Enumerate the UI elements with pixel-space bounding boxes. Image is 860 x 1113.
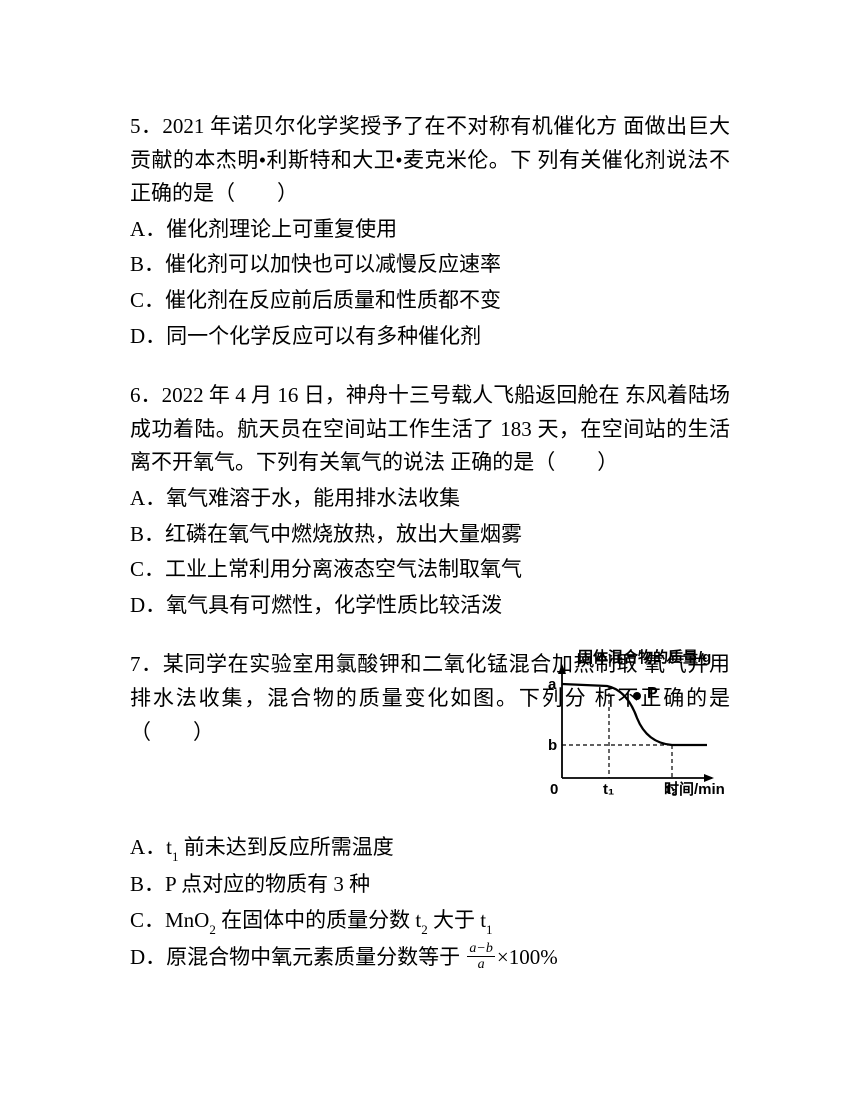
q7-c-sub1: 2 bbox=[209, 922, 216, 937]
q5-option-d: D．同一个化学反应可以有多种催化剂 bbox=[130, 320, 730, 354]
q7-d-num: a−b bbox=[467, 941, 494, 957]
chart-svg: ab0t₁t₂P时间/min bbox=[532, 648, 737, 808]
q5-stem: 5．2021 年诺贝尔化学奖授予了在不对称有机催化方 面做出巨大贡献的本杰明•利… bbox=[130, 110, 730, 211]
q5-option-b: B．催化剂可以加快也可以减慢反应速率 bbox=[130, 248, 730, 282]
question-7: 7．某同学在实验室用氯酸钾和二氧化锰混合加热制取 氧气并用排水法收集，混合物的质… bbox=[130, 648, 730, 974]
q7-a-sub: 1 bbox=[172, 849, 179, 864]
q6-line1: 6．2022 年 4 月 16 日，神舟十三号载人飞船返回舱在 bbox=[130, 383, 620, 407]
q5-option-c: C．催化剂在反应前后质量和性质都不变 bbox=[130, 284, 730, 318]
q7-c-pre: C．MnO bbox=[130, 908, 209, 932]
q7-option-b: B．P 点对应的物质有 3 种 bbox=[130, 868, 730, 902]
q7-d-post: ×100% bbox=[497, 945, 558, 969]
q7-d-fraction: a−b a bbox=[467, 941, 494, 973]
q6-stem: 6．2022 年 4 月 16 日，神舟十三号载人飞船返回舱在 东风着陆场成功着… bbox=[130, 379, 730, 480]
q6-option-a: A．氧气难溶于水，能用排水法收集 bbox=[130, 482, 730, 516]
q7-option-d: D．原混合物中氧元素质量分数等于 a−b a ×100% bbox=[130, 941, 730, 975]
q7-option-a: A．t1 前未达到反应所需温度 bbox=[130, 831, 730, 866]
q5-line1: 5．2021 年诺贝尔化学奖授予了在不对称有机催化方 bbox=[130, 114, 618, 138]
question-6: 6．2022 年 4 月 16 日，神舟十三号载人飞船返回舱在 东风着陆场成功着… bbox=[130, 379, 730, 622]
svg-text:时间/min: 时间/min bbox=[664, 780, 725, 798]
q6-line4: 正确的是（ ） bbox=[450, 450, 618, 474]
q7-c-mid1: 在固体中的质量分数 t bbox=[216, 908, 421, 932]
svg-text:P: P bbox=[647, 685, 658, 702]
q7-d-pre: D．原混合物中氧元素质量分数等于 bbox=[130, 945, 460, 969]
q7-c-sub2: 2 bbox=[421, 922, 428, 937]
q6-options: A．氧气难溶于水，能用排水法收集 B．红磷在氧气中燃烧放热，放出大量烟雾 C．工… bbox=[130, 482, 730, 622]
chart-y-axis-label: 固体混合物的质量/g bbox=[578, 646, 711, 670]
q7-a-pre: A．t bbox=[130, 835, 172, 859]
q7-options: A．t1 前未达到反应所需温度 B．P 点对应的物质有 3 种 C．MnO2 在… bbox=[130, 831, 730, 975]
svg-text:a: a bbox=[548, 676, 557, 693]
q7-c-sub3: 1 bbox=[486, 922, 493, 937]
q6-option-b: B．红磷在氧气中燃烧放热，放出大量烟雾 bbox=[130, 518, 730, 552]
q7-option-c: C．MnO2 在固体中的质量分数 t2 大于 t1 bbox=[130, 904, 730, 939]
svg-text:0: 0 bbox=[550, 781, 558, 798]
q5-option-a: A．催化剂理论上可重复使用 bbox=[130, 213, 730, 247]
q5-options: A．催化剂理论上可重复使用 B．催化剂可以加快也可以减慢反应速率 C．催化剂在反… bbox=[130, 213, 730, 353]
q7-c-mid2: 大于 t bbox=[428, 908, 486, 932]
q6-option-d: D．氧气具有可燃性，化学性质比较活泼 bbox=[130, 589, 730, 623]
mass-time-chart: 固体混合物的质量/g ab0t₁t₂P时间/min bbox=[532, 648, 737, 819]
question-5: 5．2021 年诺贝尔化学奖授予了在不对称有机催化方 面做出巨大贡献的本杰明•利… bbox=[130, 110, 730, 353]
q7-d-den: a bbox=[467, 957, 494, 972]
svg-text:b: b bbox=[548, 737, 557, 754]
q7-a-post: 前未达到反应所需温度 bbox=[179, 835, 394, 859]
svg-text:t₁: t₁ bbox=[603, 781, 614, 798]
q6-option-c: C．工业上常利用分离液态空气法制取氧气 bbox=[130, 553, 730, 587]
